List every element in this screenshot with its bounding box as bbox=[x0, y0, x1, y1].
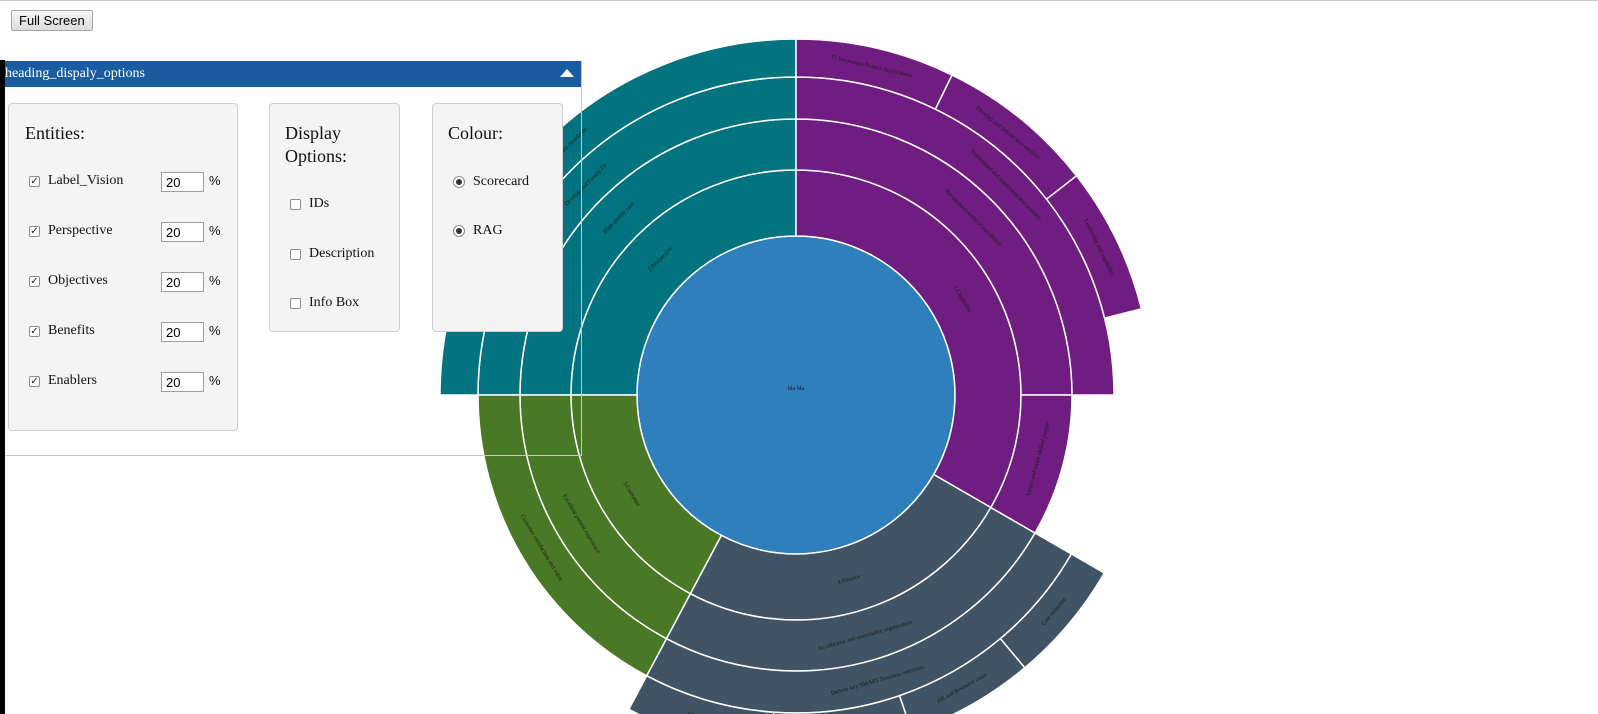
scorecard-radio[interactable] bbox=[453, 176, 465, 188]
rag-label: RAG bbox=[473, 223, 503, 238]
display-options-fieldset: Display Options: IDs Description Info Bo… bbox=[269, 103, 400, 332]
entity-row-enablers: ✓ Enablers % bbox=[29, 372, 239, 395]
panel-title: heading_dispaly_options bbox=[5, 66, 145, 81]
perspective-percent-input[interactable] bbox=[161, 222, 204, 242]
display-row-info-box: Info Box bbox=[290, 295, 400, 317]
display-options-panel: heading_dispaly_options Entities: ✓ Labe… bbox=[5, 61, 582, 456]
display-row-ids: IDs bbox=[290, 196, 400, 218]
colour-title: Colour: bbox=[448, 123, 504, 143]
label-vision-percent-input[interactable] bbox=[161, 172, 204, 192]
perspective-label: Perspective bbox=[48, 223, 113, 238]
info-box-checkbox[interactable] bbox=[290, 298, 301, 309]
description-checkbox[interactable] bbox=[290, 249, 301, 260]
entity-row-objectives: ✓ Objectives % bbox=[29, 272, 239, 295]
colour-row-scorecard: Scorecard bbox=[453, 174, 563, 196]
sunburst-segment-attract-and-retain-skilled-people[interactable] bbox=[989, 394, 1073, 535]
info-box-label: Info Box bbox=[309, 295, 360, 310]
ids-checkbox[interactable] bbox=[290, 199, 301, 210]
display-options-title-line1: Display bbox=[285, 123, 341, 143]
left-edge-strip bbox=[0, 60, 5, 714]
display-options-title-line2: Options: bbox=[285, 146, 348, 166]
triangle-up-icon[interactable] bbox=[560, 69, 574, 77]
scorecard-label: Scorecard bbox=[473, 174, 529, 189]
benefits-percent-sign: % bbox=[209, 323, 221, 338]
display-row-description: Description bbox=[290, 246, 400, 268]
benefits-checkbox[interactable]: ✓ bbox=[29, 326, 40, 337]
entity-row-perspective: ✓ Perspective % bbox=[29, 222, 239, 245]
sunburst-center[interactable] bbox=[636, 235, 956, 555]
entity-row-benefits: ✓ Benefits % bbox=[29, 322, 239, 345]
enablers-percent-input[interactable] bbox=[161, 372, 204, 392]
rag-radio[interactable] bbox=[453, 225, 465, 237]
benefits-percent-input[interactable] bbox=[161, 322, 204, 342]
panel-header[interactable]: heading_dispaly_options bbox=[5, 61, 581, 87]
label-vision-percent-sign: % bbox=[209, 173, 221, 188]
sunburst-segment-smart-tool[interactable] bbox=[627, 674, 775, 714]
objectives-percent-input[interactable] bbox=[161, 272, 204, 292]
label-vision-label: Label_Vision bbox=[48, 173, 124, 188]
top-rule bbox=[0, 0, 1598, 1]
objectives-percent-sign: % bbox=[209, 273, 221, 288]
perspective-percent-sign: % bbox=[209, 223, 221, 238]
ids-label: IDs bbox=[309, 196, 330, 211]
enablers-percent-sign: % bbox=[209, 373, 221, 388]
objectives-checkbox[interactable]: ✓ bbox=[29, 276, 40, 287]
rag-radio-dot bbox=[456, 228, 462, 234]
sunburst-segment-leadership-and-capability[interactable] bbox=[1045, 174, 1143, 319]
scorecard-radio-dot bbox=[456, 179, 462, 185]
full-screen-button[interactable]: Full Screen bbox=[11, 10, 93, 31]
entity-row-label-vision: ✓ Label_Vision % bbox=[29, 172, 239, 195]
description-label: Description bbox=[309, 246, 375, 261]
perspective-checkbox[interactable]: ✓ bbox=[29, 226, 40, 237]
sunburst-segment-cost-reduction[interactable] bbox=[999, 552, 1106, 669]
sunburst-center-label: bla bla bbox=[788, 386, 804, 392]
colour-row-rag: RAG bbox=[453, 223, 563, 245]
enablers-label: Enablers bbox=[48, 373, 97, 388]
entities-title: Entities: bbox=[25, 123, 85, 143]
display-options-title: Display Options: bbox=[285, 122, 347, 168]
objectives-label: Objectives bbox=[48, 273, 108, 288]
label-vision-checkbox[interactable]: ✓ bbox=[29, 176, 40, 187]
sunburst-segment-revenue-growth[interactable] bbox=[771, 694, 912, 714]
entities-fieldset: Entities: ✓ Label_Vision % ✓ Perspective… bbox=[8, 103, 238, 431]
benefits-label: Benefits bbox=[48, 323, 95, 338]
colour-fieldset: Colour: Scorecard RAG bbox=[432, 103, 563, 332]
enablers-checkbox[interactable]: ✓ bbox=[29, 376, 40, 387]
